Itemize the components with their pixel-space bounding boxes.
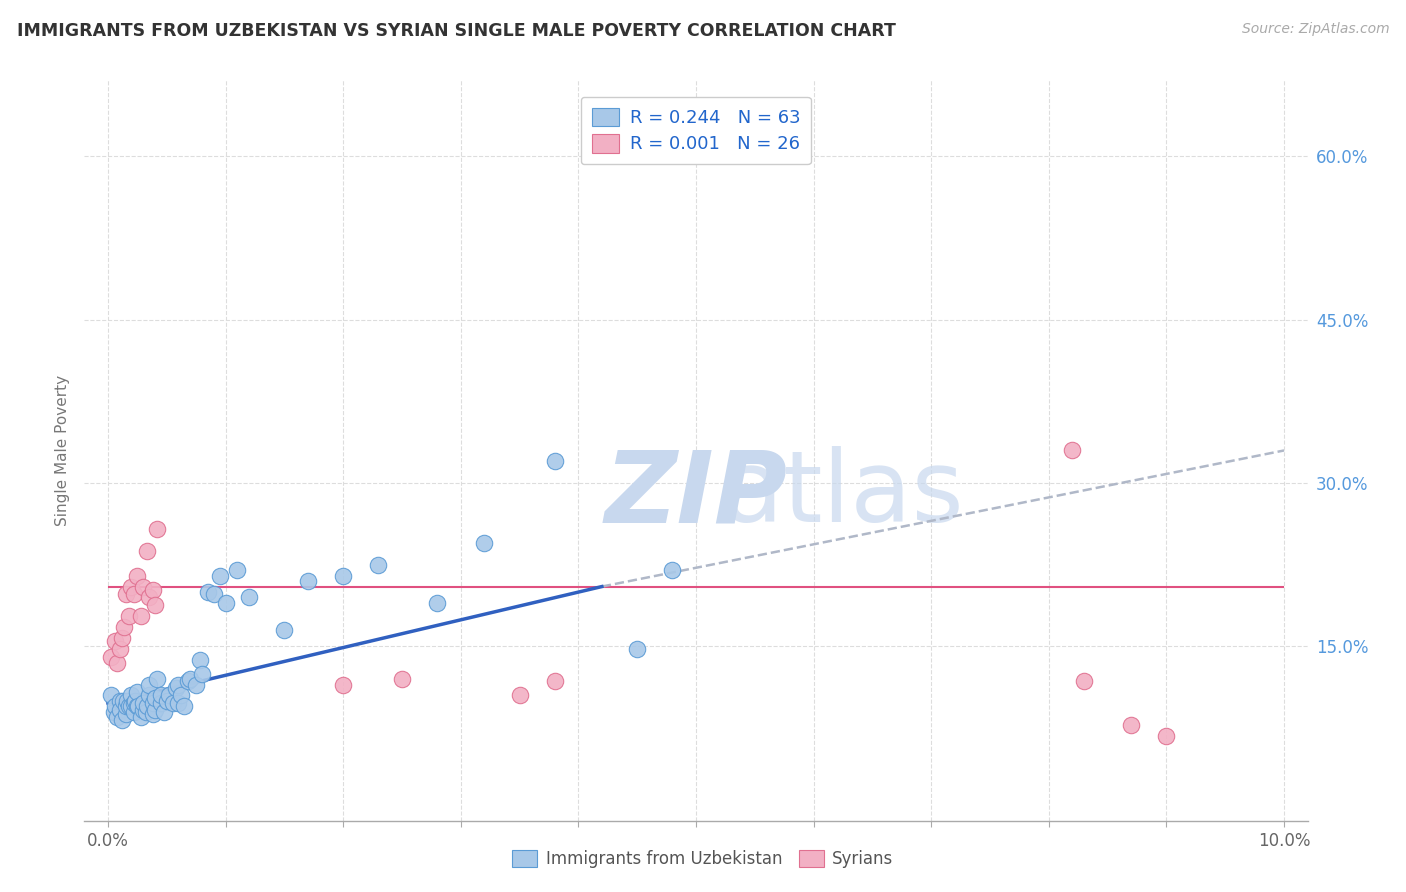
Point [1062, 443, 1084, 458]
Point [112, 620, 135, 634]
Point [202, 587, 225, 601]
Point [135, 543, 157, 558]
Point [135, 705, 157, 719]
Point [472, 536, 495, 550]
Point [167, 677, 190, 691]
Point [170, 689, 193, 703]
Text: atlas: atlas [721, 446, 963, 543]
Point [129, 710, 152, 724]
Point [297, 574, 319, 588]
Point [127, 699, 149, 714]
Point [138, 591, 160, 605]
Point [367, 558, 389, 572]
Point [208, 568, 231, 582]
Point [226, 563, 249, 577]
Point [626, 641, 648, 656]
Point [332, 677, 354, 691]
Point [118, 609, 141, 624]
Point [138, 689, 160, 703]
Point [238, 591, 260, 605]
Legend: Immigrants from Uzbekistan, Syrians: Immigrants from Uzbekistan, Syrians [506, 843, 900, 875]
Text: IMMIGRANTS FROM UZBEKISTAN VS SYRIAN SINGLE MALE POVERTY CORRELATION CHART: IMMIGRANTS FROM UZBEKISTAN VS SYRIAN SIN… [17, 22, 896, 40]
Point [391, 672, 413, 686]
Point [184, 677, 207, 691]
Point [100, 689, 122, 703]
Point [115, 694, 138, 708]
Text: ZIP: ZIP [605, 446, 787, 543]
Point [544, 674, 567, 689]
Point [108, 641, 131, 656]
Point [332, 568, 354, 582]
Point [118, 699, 141, 714]
Point [132, 696, 155, 710]
Point [426, 596, 449, 610]
Point [149, 689, 172, 703]
Point [111, 631, 134, 645]
Point [1156, 729, 1178, 743]
Point [138, 677, 160, 691]
Point [104, 634, 127, 648]
Point [103, 705, 125, 719]
Point [143, 690, 166, 705]
Point [179, 672, 201, 686]
Point [661, 563, 683, 577]
Point [129, 609, 152, 624]
Point [114, 699, 136, 714]
Point [188, 652, 211, 666]
Point [114, 706, 136, 721]
Point [1073, 674, 1095, 689]
Point [108, 703, 131, 717]
Point [143, 598, 166, 612]
Point [132, 580, 155, 594]
Point [167, 696, 190, 710]
Point [162, 696, 184, 710]
Point [104, 699, 127, 714]
Point [127, 685, 149, 699]
Point [105, 710, 128, 724]
Point [124, 694, 146, 708]
Point [214, 596, 236, 610]
Point [156, 694, 179, 708]
Point [127, 568, 149, 582]
Point [120, 689, 142, 703]
Point [112, 694, 135, 708]
Point [122, 705, 145, 719]
Point [544, 454, 567, 468]
Point [143, 703, 166, 717]
Point [197, 585, 219, 599]
Text: Source: ZipAtlas.com: Source: ZipAtlas.com [1241, 22, 1389, 37]
Point [105, 656, 128, 670]
Point [157, 689, 180, 703]
Point [146, 672, 169, 686]
Point [108, 694, 131, 708]
Point [177, 674, 200, 689]
Point [135, 699, 157, 714]
Point [122, 587, 145, 601]
Point [273, 623, 295, 637]
Point [509, 689, 531, 703]
Point [142, 696, 165, 710]
Legend: R = 0.244   N = 63, R = 0.001   N = 26: R = 0.244 N = 63, R = 0.001 N = 26 [581, 96, 811, 164]
Y-axis label: Single Male Poverty: Single Male Poverty [55, 375, 70, 526]
Point [191, 666, 214, 681]
Point [111, 714, 134, 728]
Point [120, 580, 142, 594]
Point [149, 696, 172, 710]
Point [114, 587, 136, 601]
Point [142, 582, 165, 597]
Point [165, 681, 187, 695]
Point [146, 522, 169, 536]
Point [120, 699, 142, 714]
Point [1121, 718, 1143, 732]
Point [122, 696, 145, 710]
Point [142, 706, 165, 721]
Point [132, 703, 155, 717]
Point [153, 705, 176, 719]
Point [100, 650, 122, 665]
Point [127, 699, 149, 714]
Point [173, 699, 195, 714]
